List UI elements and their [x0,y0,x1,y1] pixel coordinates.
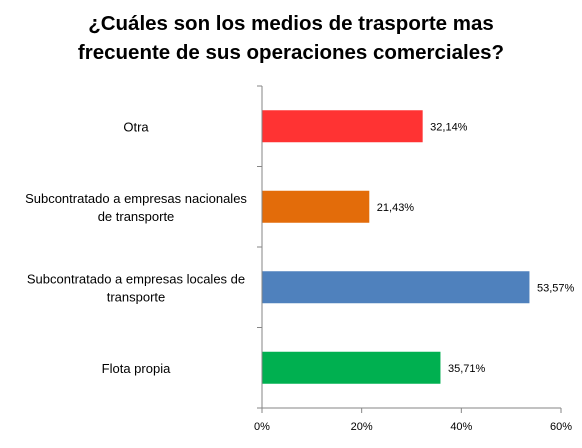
data-label: 21,43% [377,202,415,214]
chart-bars [262,110,530,384]
x-tick-label: 0% [254,421,270,433]
category-label: Flota propia [102,361,171,376]
chart-labels: 32,14% Otra 21,43% Subcontratado a empresas… [25,119,574,376]
bar [262,190,370,223]
x-tick-label: 20% [351,421,373,433]
category-label: Subcontratado a empresas locales de [27,271,245,286]
bar [262,271,530,304]
chart-axes: 0% 20% 40% 60% [254,85,572,433]
bar [262,110,423,143]
category-label: de transporte [98,209,175,224]
data-label: 53,57% [537,282,575,294]
chart-title-line: frecuente de sus operaciones comerciales… [78,41,504,64]
category-label: transporte [107,289,166,304]
category-label: Subcontratado a empresas nacionales [25,191,247,206]
data-label: 35,71% [448,363,486,375]
x-tick-label: 40% [450,421,472,433]
data-label: 32,14% [430,121,468,133]
chart-title: ¿Cuáles son los medios de trasporte mas f… [78,12,504,64]
category-label: Otra [123,119,149,134]
bar [262,351,441,384]
x-tick-label: 60% [550,421,572,433]
chart-title-line: ¿Cuáles son los medios de trasporte mas [88,12,494,35]
